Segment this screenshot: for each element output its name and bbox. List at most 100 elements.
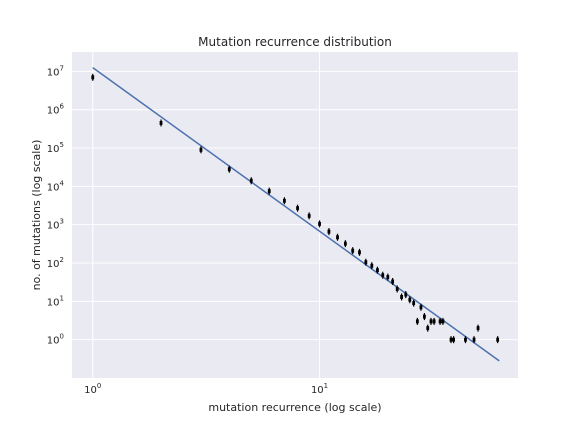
data-point bbox=[318, 220, 321, 228]
y-tick-exponent: 7 bbox=[60, 64, 64, 72]
x-tick-label: 101 bbox=[311, 382, 328, 396]
data-point bbox=[159, 119, 163, 127]
data-point bbox=[358, 248, 361, 256]
chart-title: Mutation recurrence distribution bbox=[198, 35, 392, 49]
y-tick-base: 10 bbox=[47, 336, 60, 347]
point-marker bbox=[472, 337, 476, 342]
data-point bbox=[364, 258, 368, 266]
point-marker bbox=[429, 319, 433, 324]
x-axis-label: mutation recurrence (log scale) bbox=[208, 401, 381, 414]
point-marker bbox=[91, 75, 95, 80]
data-point bbox=[408, 296, 412, 304]
data-point bbox=[227, 165, 231, 173]
point-marker bbox=[386, 275, 390, 280]
y-tick-exponent: 1 bbox=[60, 294, 64, 302]
point-marker bbox=[376, 268, 379, 273]
point-marker bbox=[408, 297, 412, 302]
data-point bbox=[307, 212, 311, 220]
y-tick-base: 10 bbox=[47, 144, 60, 155]
data-point bbox=[476, 324, 480, 332]
point-marker bbox=[391, 279, 395, 284]
x-axis-ticks: 100 101 bbox=[84, 382, 328, 396]
point-marker bbox=[449, 337, 453, 342]
x-tick-base: 10 bbox=[84, 385, 97, 396]
point-marker bbox=[438, 319, 442, 324]
data-point bbox=[464, 336, 467, 344]
data-point bbox=[426, 324, 430, 332]
data-point bbox=[449, 336, 453, 344]
point-marker bbox=[395, 286, 399, 291]
data-point bbox=[432, 317, 436, 325]
data-point bbox=[376, 266, 379, 274]
y-tick-exponent: 6 bbox=[60, 103, 65, 111]
data-point bbox=[386, 273, 390, 281]
data-point bbox=[370, 262, 374, 270]
point-marker bbox=[432, 319, 436, 324]
point-marker bbox=[419, 305, 423, 310]
point-marker bbox=[227, 167, 231, 172]
y-tick-label: 105 bbox=[47, 141, 64, 155]
point-marker bbox=[415, 319, 419, 324]
data-point bbox=[249, 177, 253, 185]
point-marker bbox=[464, 337, 467, 342]
data-point bbox=[415, 317, 419, 325]
point-marker bbox=[249, 178, 253, 183]
point-marker bbox=[370, 263, 374, 268]
data-point bbox=[496, 336, 500, 344]
data-point bbox=[452, 336, 455, 344]
data-point bbox=[296, 204, 299, 212]
point-marker bbox=[426, 326, 430, 331]
point-marker bbox=[267, 189, 271, 194]
y-tick-exponent: 4 bbox=[60, 179, 65, 187]
point-marker bbox=[327, 229, 331, 234]
point-marker bbox=[404, 292, 408, 297]
x-tick-base: 10 bbox=[311, 385, 324, 396]
point-marker bbox=[159, 120, 163, 125]
y-tick-exponent: 3 bbox=[60, 218, 64, 226]
data-point bbox=[91, 73, 95, 81]
y-tick-exponent: 5 bbox=[60, 141, 64, 149]
data-point bbox=[267, 187, 271, 195]
data-point bbox=[472, 336, 476, 344]
point-marker bbox=[400, 294, 403, 299]
fit-line bbox=[92, 67, 500, 362]
data-point bbox=[283, 197, 286, 205]
fit-line-layer bbox=[92, 67, 500, 362]
y-tick-label: 106 bbox=[47, 103, 65, 117]
data-point bbox=[423, 313, 426, 321]
data-point bbox=[199, 146, 203, 154]
y-tick-base: 10 bbox=[47, 106, 60, 117]
data-point bbox=[441, 317, 445, 325]
point-marker bbox=[476, 326, 480, 331]
point-marker bbox=[336, 235, 339, 240]
y-tick-exponent: 2 bbox=[60, 256, 64, 264]
data-point bbox=[400, 293, 403, 301]
point-marker bbox=[283, 198, 286, 203]
data-point bbox=[381, 271, 385, 279]
point-marker bbox=[199, 147, 203, 152]
point-marker bbox=[343, 241, 347, 246]
y-axis-label: no. of mutations (log scale) bbox=[30, 140, 43, 291]
y-tick-exponent: 0 bbox=[60, 333, 64, 341]
y-tick-base: 10 bbox=[47, 297, 60, 308]
data-point bbox=[395, 285, 399, 293]
data-point bbox=[327, 228, 331, 236]
data-points bbox=[91, 73, 500, 344]
y-tick-label: 103 bbox=[47, 218, 64, 232]
x-tick-exponent: 1 bbox=[324, 382, 328, 390]
point-marker bbox=[364, 260, 368, 265]
data-point bbox=[404, 291, 408, 299]
data-point bbox=[419, 303, 423, 311]
data-point bbox=[391, 277, 395, 285]
y-tick-base: 10 bbox=[47, 221, 60, 232]
point-marker bbox=[452, 337, 455, 342]
grid bbox=[72, 52, 518, 378]
y-tick-base: 10 bbox=[47, 259, 60, 270]
point-marker bbox=[441, 319, 445, 324]
point-marker bbox=[412, 301, 416, 306]
point-marker bbox=[351, 248, 355, 253]
data-point bbox=[438, 317, 442, 325]
point-marker bbox=[318, 221, 321, 226]
data-point bbox=[351, 247, 355, 255]
